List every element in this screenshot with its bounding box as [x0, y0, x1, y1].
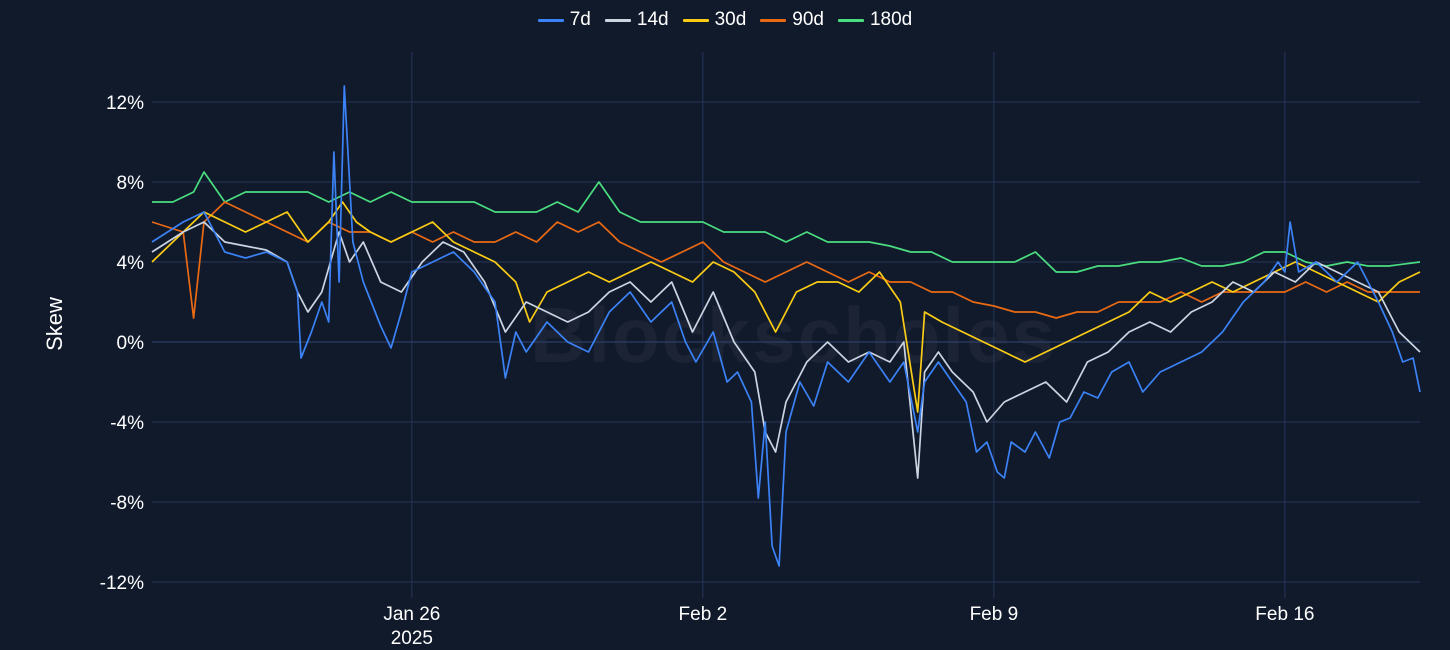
- x-tick-label: Feb 9: [970, 604, 1019, 625]
- series-line-7d: [151, 85, 1421, 567]
- legend-label: 7d: [569, 9, 591, 30]
- y-tick-label: 4%: [117, 253, 145, 274]
- legend-label: 180d: [869, 9, 913, 30]
- series-line-14d: [151, 221, 1421, 479]
- y-axis-ticks: 12% 8% 4% 0% -4% -8% -12%: [100, 93, 144, 594]
- y-tick-label: -12%: [100, 573, 144, 594]
- x-tick-sublabel: 2025: [391, 628, 433, 649]
- y-axis-title: Skew: [42, 297, 67, 351]
- legend-item-90d[interactable]: 90d: [760, 9, 824, 31]
- series-line-180d: [152, 171, 1421, 273]
- legend-item-7d[interactable]: 7d: [537, 9, 591, 31]
- x-tick-label: Feb 16: [1255, 604, 1314, 625]
- legend-swatch: [760, 18, 787, 22]
- legend-label: 30d: [714, 9, 747, 30]
- legend-swatch: [537, 18, 564, 22]
- legend-swatch: [604, 18, 631, 22]
- y-tick-label: 12%: [106, 93, 144, 114]
- y-tick-label: 0%: [117, 333, 145, 354]
- legend-swatch: [837, 18, 864, 22]
- legend-item-180d[interactable]: 180d: [837, 9, 913, 31]
- legend-item-14d[interactable]: 14d: [604, 9, 669, 31]
- series-line-90d: [151, 201, 1420, 319]
- series-layer: [151, 85, 1421, 567]
- legend-swatch: [682, 18, 709, 22]
- y-tick-label: 8%: [117, 173, 145, 194]
- series-line-30d: [151, 201, 1421, 413]
- x-axis-ticks: Jan 26 2025 Feb 2 Feb 9 Feb 16: [383, 604, 1314, 649]
- y-tick-label: -4%: [110, 413, 144, 434]
- legend-label: 14d: [636, 9, 669, 30]
- legend-label: 90d: [792, 9, 824, 30]
- legend-item-30d[interactable]: 30d: [682, 9, 747, 31]
- x-tick-label: Feb 2: [679, 604, 728, 625]
- x-tick-label: Jan 26: [383, 604, 440, 625]
- legend: 7d 14d 30d 90d 180d: [0, 6, 1450, 34]
- y-tick-label: -8%: [110, 493, 144, 514]
- grid-lines: [152, 52, 1420, 598]
